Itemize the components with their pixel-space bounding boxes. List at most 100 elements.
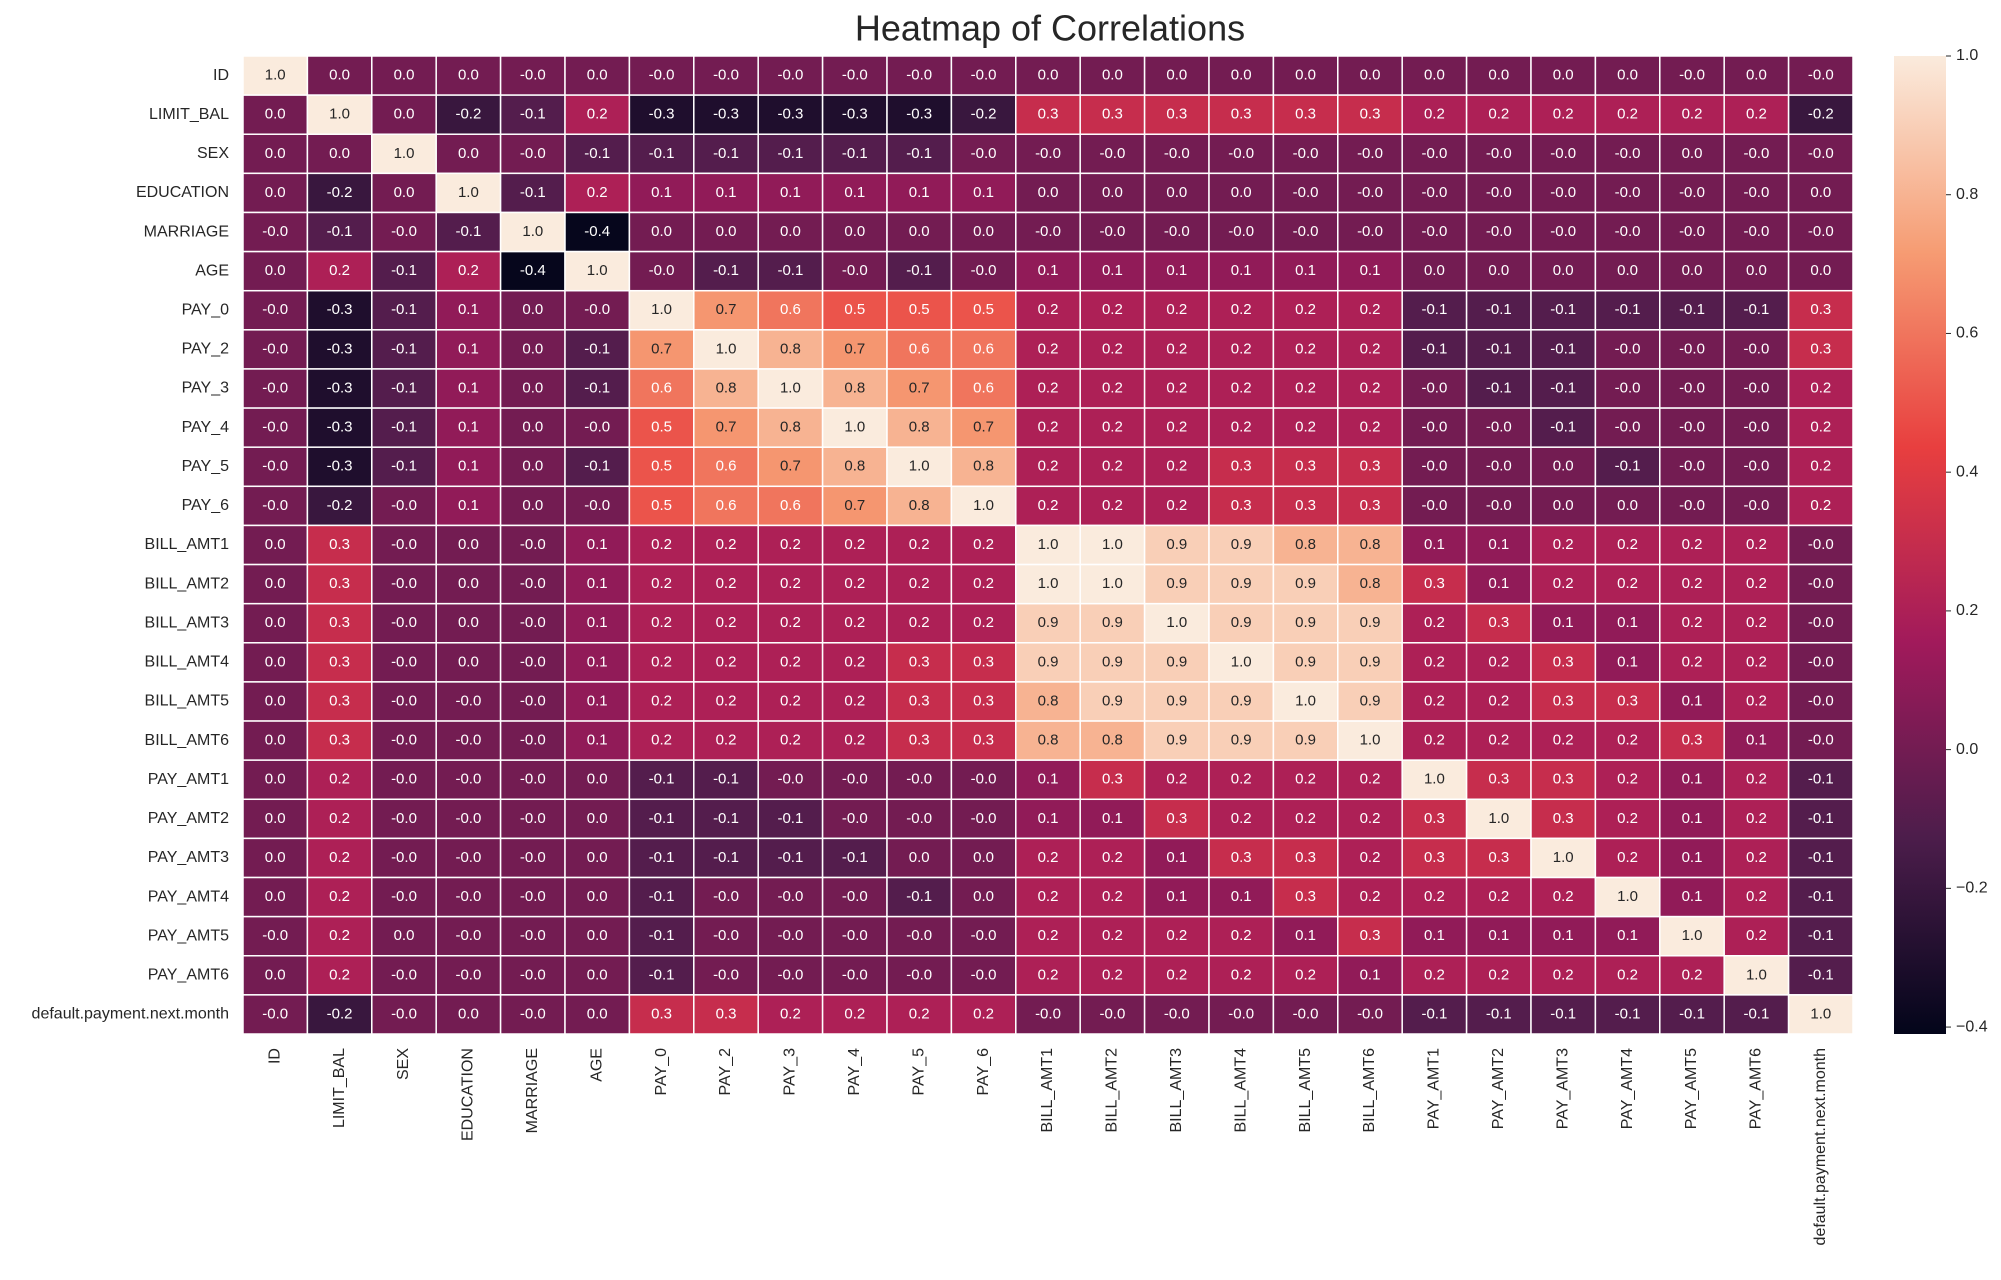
cell-label: 0.0	[1746, 262, 1767, 279]
cell-label: 0.0	[909, 223, 930, 240]
cell-label: 0.0	[522, 340, 543, 357]
cell-label: -0.1	[327, 223, 353, 240]
heatmap-cell	[1723, 329, 1790, 370]
cell-label: -0.1	[649, 810, 675, 827]
cell-label: -0.0	[391, 536, 417, 553]
heatmap-cell	[1723, 485, 1790, 527]
cell-label: 0.2	[1488, 966, 1509, 983]
cell-label: 0.2	[1102, 888, 1123, 905]
heatmap-cell	[435, 211, 502, 253]
cell-label: -0.0	[1808, 223, 1834, 240]
cell-label: 0.2	[1424, 653, 1445, 670]
heatmap-cell	[950, 55, 1017, 96]
x-tick-label: SEX	[395, 1048, 412, 1080]
cell-label: 1.0	[1102, 536, 1123, 553]
y-tick-label: PAY_AMT6	[148, 967, 229, 984]
cell-label: 0.2	[458, 262, 479, 279]
cell-label: -0.0	[455, 732, 481, 749]
cell-label: -0.1	[842, 145, 868, 162]
cell-label: -0.1	[777, 145, 803, 162]
cell-label: -0.0	[1421, 223, 1447, 240]
heatmap-cell	[950, 329, 1017, 370]
cell-label: -0.1	[649, 966, 675, 983]
cell-label: -0.0	[455, 888, 481, 905]
cell-label: 0.0	[329, 67, 350, 84]
cell-label: 0.0	[458, 1005, 479, 1022]
cell-label: -0.0	[1486, 458, 1512, 475]
cell-label: 0.2	[651, 732, 672, 749]
heatmap-cell	[950, 289, 1017, 331]
heatmap-cell	[628, 681, 695, 722]
cell-label: 0.2	[780, 614, 801, 631]
cell-label: 0.2	[716, 653, 737, 670]
heatmap-cell	[1272, 55, 1339, 96]
cell-label: 0.2	[780, 1005, 801, 1022]
heatmap-cell	[1208, 329, 1275, 370]
cell-label: 0.1	[587, 692, 608, 709]
y-tick-label: PAY_AMT1	[148, 771, 229, 788]
cell-label: 0.9	[1038, 653, 1059, 670]
cell-label: 1.0	[1102, 575, 1123, 592]
heatmap-cell	[242, 446, 309, 488]
cell-label: 0.2	[1166, 301, 1187, 318]
cell-label: 0.1	[1360, 966, 1381, 983]
cell-label: 0.3	[1231, 849, 1252, 866]
cell-label: 0.1	[458, 340, 479, 357]
cell-label: 0.2	[716, 614, 737, 631]
heatmap-cell	[950, 524, 1017, 566]
heatmap-cell	[1659, 133, 1725, 175]
heatmap-cell	[371, 563, 437, 605]
cell-label: 0.2	[973, 1005, 994, 1022]
cell-label: 0.2	[1295, 379, 1316, 396]
cell-label: 0.2	[1682, 575, 1703, 592]
heatmap-cell	[499, 955, 566, 996]
cell-label: -0.1	[713, 771, 739, 788]
cell-label: 1.0	[1553, 849, 1574, 866]
heatmap-cell	[1079, 133, 1146, 175]
heatmap-cell	[1272, 642, 1339, 683]
cell-label: -0.1	[1550, 419, 1576, 436]
cell-label: 0.0	[522, 301, 543, 318]
cell-label: 0.2	[1038, 927, 1059, 944]
cell-label: 0.0	[265, 536, 286, 553]
x-tick-label: MARRIAGE	[524, 1048, 541, 1133]
heatmap-cell	[1079, 407, 1146, 448]
heatmap-cell	[1594, 329, 1661, 370]
cell-label: 0.2	[1360, 849, 1381, 866]
cell-label: 1.0	[1038, 575, 1059, 592]
cell-label: 0.5	[651, 458, 672, 475]
cell-label: 0.6	[973, 340, 994, 357]
heatmap-cell	[306, 798, 373, 840]
cell-label: 0.2	[1038, 340, 1059, 357]
cell-label: 0.7	[716, 301, 737, 318]
cell-label: -0.0	[1550, 223, 1576, 240]
cell-label: 0.2	[1295, 810, 1316, 827]
cell-label: -0.0	[584, 301, 610, 318]
heatmap-cell	[1337, 602, 1403, 644]
cell-label: 0.3	[716, 1005, 737, 1022]
x-tick-label: PAY_6	[975, 1048, 992, 1096]
heatmap-cell	[886, 368, 953, 409]
heatmap-cell	[371, 133, 437, 175]
cell-label: 0.2	[1038, 419, 1059, 436]
cell-label: -0.1	[1808, 810, 1834, 827]
cell-label: 0.1	[1488, 536, 1509, 553]
heatmap-cell	[1401, 133, 1468, 175]
heatmap-cell	[1659, 837, 1725, 879]
cell-label: 0.0	[973, 849, 994, 866]
heatmap-cell	[821, 955, 888, 996]
heatmap-cell	[564, 329, 631, 370]
cell-label: -0.0	[262, 379, 288, 396]
cell-label: -0.0	[520, 771, 546, 788]
cell-label: -0.0	[1293, 223, 1319, 240]
cell-label: 0.0	[1102, 184, 1123, 201]
cell-label: 0.2	[1424, 106, 1445, 123]
cell-label: 0.2	[1166, 379, 1187, 396]
cell-label: 0.3	[1231, 458, 1252, 475]
heatmap-cell	[1723, 250, 1790, 292]
x-tick-label: BILL_AMT5	[1297, 1048, 1314, 1133]
heatmap-cell	[628, 289, 695, 331]
heatmap-cell	[1015, 172, 1081, 214]
cell-label: 0.0	[265, 575, 286, 592]
cell-label: 0.1	[1553, 614, 1574, 631]
